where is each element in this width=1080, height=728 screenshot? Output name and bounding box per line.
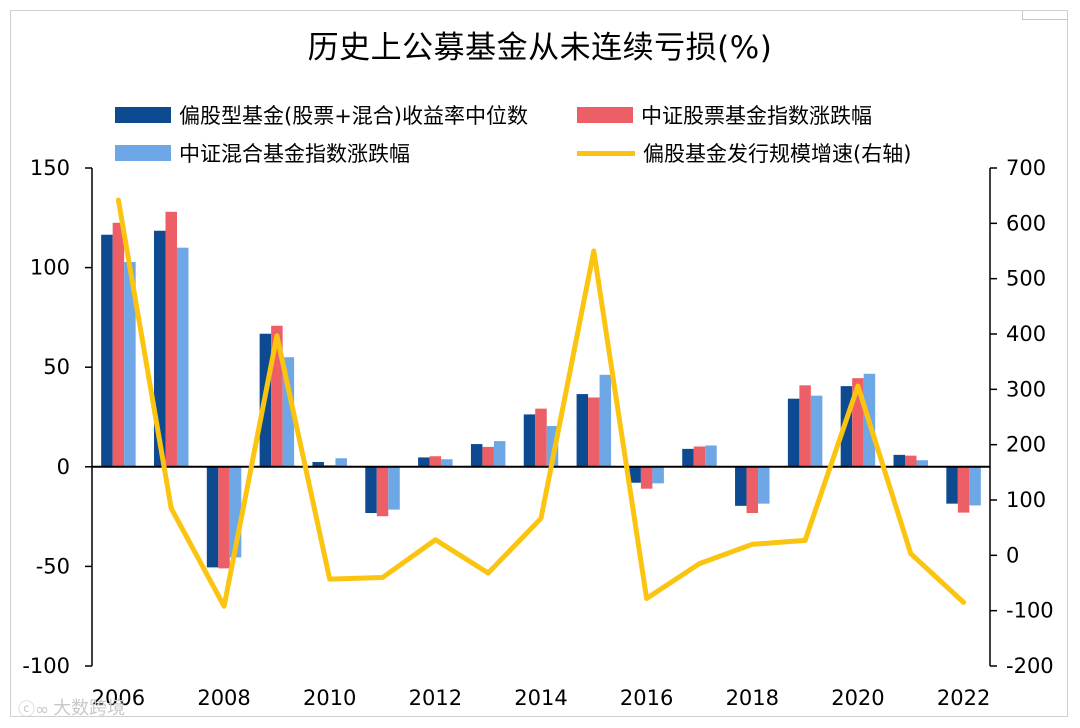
y-right-tick-label: 300 [1006, 377, 1046, 401]
y-right-tick-label: -200 [1006, 654, 1054, 678]
bar-3-2006 [124, 262, 136, 467]
bar-3-2016 [652, 466, 664, 484]
legend-item-series-1: 中证股票基金指数涨跌幅 [577, 100, 872, 130]
y-left-tick-label: -100 [22, 654, 70, 678]
bar-2-2017 [693, 446, 706, 467]
bar-3-2022 [969, 466, 981, 506]
bar-1-2010 [312, 462, 324, 467]
bar-1-2016 [629, 466, 641, 483]
bar-2-2019 [799, 385, 811, 467]
y-right-tick-label: 500 [1006, 267, 1046, 291]
bar-2-2022 [957, 466, 970, 513]
bar-2-2013 [482, 446, 494, 467]
line-series-growth [115, 197, 967, 609]
bar-2-2015 [588, 397, 600, 467]
bar-2-2009 [271, 325, 283, 467]
y-right-tick-label: 200 [1006, 433, 1046, 457]
y-right-tick-label: 0 [1006, 543, 1019, 567]
bar-2-2016 [640, 466, 653, 489]
wechat-mark-icon: ⓒ∞ [18, 699, 50, 720]
bar-3-2011 [388, 466, 400, 510]
bar-3-2010 [335, 458, 347, 467]
chart-frame [10, 10, 1068, 717]
y-right-tick-label: 100 [1006, 488, 1046, 512]
bar-2-2020 [852, 378, 864, 467]
y-left-tick-label: 50 [43, 355, 70, 379]
x-tick-label-2022: 2022 [937, 686, 990, 710]
bar-1-2014 [523, 414, 536, 467]
bar-3-2008 [229, 466, 242, 558]
legend-swatch-series-2 [115, 145, 171, 161]
bar-3-2007 [176, 247, 189, 467]
y-right-tick-label: -100 [1006, 599, 1054, 623]
bar-2-2011 [376, 466, 389, 517]
watermark-text: 大数跨境 [53, 698, 126, 719]
y-left-tick-label: 0 [57, 455, 70, 479]
bar-1-2006 [101, 234, 113, 467]
y-left-tick-label: 150 [30, 156, 70, 180]
legend-item-series-0: 偏股型基金(股票+混合)收益率中位数 [115, 100, 528, 130]
bar-3-2013 [493, 441, 506, 467]
bar-2-2014 [535, 408, 547, 467]
x-tick-label-2014: 2014 [514, 686, 567, 710]
bar-1-2011 [365, 466, 377, 514]
legend-label-series-0: 偏股型基金(股票+混合)收益率中位数 [179, 104, 528, 128]
bar-3-2017 [705, 445, 717, 467]
x-tick-label-2016: 2016 [620, 686, 673, 710]
x-tick-label-2020: 2020 [831, 686, 884, 710]
legend-label-series-3: 偏股基金发行规模增速(右轴) [643, 142, 912, 166]
y-right-tick-label: 400 [1006, 322, 1046, 346]
y-left-tick-label: 100 [30, 256, 70, 280]
bar-2-2006 [112, 222, 125, 467]
legend-label-series-1: 中证股票基金指数涨跌幅 [641, 104, 872, 128]
legend-item-series-3: 偏股基金发行规模增速(右轴) [577, 138, 911, 168]
bar-1-2021 [893, 454, 906, 467]
legend-label-series-2: 中证混合基金指数涨跌幅 [179, 142, 410, 166]
x-tick-label-2018: 2018 [726, 686, 779, 710]
legend-swatch-series-1 [577, 107, 633, 123]
bar-2-2012 [429, 456, 442, 467]
bar-2-2018 [746, 466, 759, 514]
chart-title: 历史上公募基金从未连续亏损(%) [307, 30, 773, 66]
watermark: ⓒ∞ 大数跨境 [18, 694, 125, 720]
bar-1-2018 [735, 466, 747, 506]
legend-swatch-series-3 [577, 150, 635, 156]
bar-1-2007 [153, 230, 166, 467]
bar-1-2019 [787, 398, 800, 467]
bar-1-2022 [946, 466, 958, 504]
bar-3-2012 [441, 459, 453, 467]
y-right-tick-label: 600 [1006, 211, 1046, 235]
x-tick-label-2006: 2006 [92, 686, 145, 710]
bar-2-2007 [165, 211, 177, 467]
x-tick-label-2012: 2012 [409, 686, 462, 710]
bar-3-2021 [916, 460, 929, 467]
y-left-tick-label: -50 [36, 554, 70, 578]
bar-1-2008 [206, 466, 219, 568]
bar-1-2017 [682, 448, 694, 467]
x-tick-label-2008: 2008 [197, 686, 250, 710]
bar-3-2015 [599, 374, 612, 467]
bar-3-2019 [810, 395, 823, 467]
bar-3-2009 [282, 357, 295, 467]
bar-2-2008 [218, 466, 230, 569]
bar-2-2021 [905, 455, 917, 467]
bar-3-2018 [758, 466, 770, 504]
legend-swatch-series-0 [115, 107, 171, 123]
y-right-tick-label: 700 [1006, 156, 1046, 180]
bar-1-2013 [470, 444, 483, 467]
corner-decoration [1022, 11, 1067, 20]
bar-1-2012 [418, 457, 430, 467]
bar-3-2014 [546, 425, 559, 467]
bar-1-2015 [576, 394, 589, 467]
legend-item-series-2: 中证混合基金指数涨跌幅 [115, 138, 410, 168]
x-tick-label-2010: 2010 [303, 686, 356, 710]
